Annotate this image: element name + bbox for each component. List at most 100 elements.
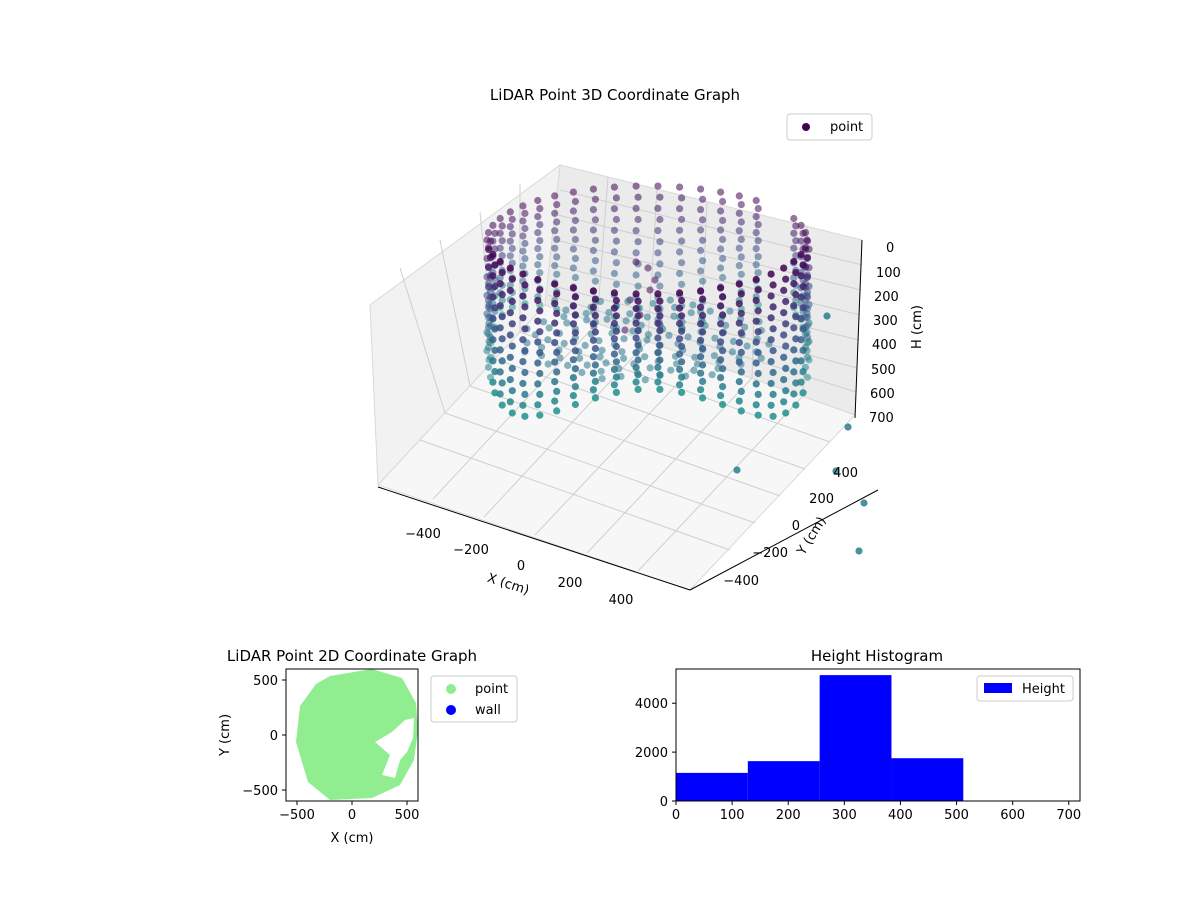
lidar-point bbox=[699, 236, 707, 244]
lidar-point bbox=[754, 390, 762, 398]
lidar-point bbox=[717, 356, 725, 364]
lidar-point bbox=[646, 286, 654, 294]
lidar-point bbox=[782, 409, 790, 417]
lidar-point bbox=[610, 304, 619, 312]
lidar-point bbox=[769, 390, 777, 398]
lidar-point bbox=[603, 315, 611, 323]
lidar-point bbox=[752, 380, 760, 388]
x-tick-label: 0 bbox=[517, 559, 525, 574]
lidar-point bbox=[665, 331, 673, 339]
lidar-point bbox=[767, 358, 775, 366]
lidar-point bbox=[508, 244, 516, 253]
lidar-point bbox=[737, 253, 745, 261]
lidar-point bbox=[489, 378, 497, 386]
lidar-point bbox=[710, 352, 719, 360]
lidar-point bbox=[769, 412, 777, 420]
lidar-point bbox=[551, 339, 559, 347]
lidar-point bbox=[629, 327, 637, 335]
lidar-point bbox=[536, 411, 544, 419]
chart-2d: LiDAR Point 2D Coordinate Graph −500 0 5… bbox=[218, 647, 518, 846]
lidar-point bbox=[534, 275, 542, 284]
lidar-point bbox=[484, 363, 493, 371]
lidar-point bbox=[697, 185, 705, 193]
lidar-point bbox=[536, 307, 544, 315]
x-tick-label: −400 bbox=[405, 527, 441, 542]
lidar-point bbox=[553, 309, 561, 317]
lidar-point bbox=[551, 397, 559, 405]
z-axis-label: H (cm) bbox=[910, 305, 925, 349]
histogram-title: Height Histogram bbox=[811, 647, 943, 665]
lidar-point bbox=[591, 295, 600, 303]
lidar-point bbox=[632, 271, 640, 279]
lidar-point bbox=[536, 328, 544, 336]
y-tick-label: −400 bbox=[723, 574, 759, 589]
lidar-point bbox=[521, 412, 529, 420]
lidar-point bbox=[498, 379, 506, 387]
lidar-point bbox=[536, 269, 544, 277]
lidar-point bbox=[790, 214, 798, 223]
lidar-point bbox=[591, 361, 600, 369]
lidar-point bbox=[583, 316, 591, 324]
lidar-point bbox=[571, 347, 580, 355]
lidar-point bbox=[498, 291, 506, 299]
lidar-point bbox=[676, 335, 684, 343]
x-tick-label: 300 bbox=[832, 808, 857, 823]
lidar-point bbox=[697, 206, 705, 214]
lidar-point bbox=[569, 374, 578, 382]
lidar-point bbox=[670, 312, 678, 320]
lidar-point bbox=[754, 253, 762, 261]
z-tick-label: 500 bbox=[871, 363, 896, 378]
lidar-point bbox=[496, 302, 504, 310]
lidar-point bbox=[519, 401, 527, 409]
lidar-point bbox=[634, 282, 642, 290]
lidar-point bbox=[536, 237, 544, 245]
y-tick-label: 4000 bbox=[635, 697, 668, 712]
lidar-point bbox=[576, 354, 584, 362]
lidar-point bbox=[589, 353, 598, 361]
lidar-point bbox=[536, 221, 544, 229]
lidar-point bbox=[678, 280, 686, 288]
lidar-point bbox=[536, 286, 544, 294]
lidar-point bbox=[752, 275, 760, 284]
lidar-point bbox=[632, 305, 640, 313]
lidar-point bbox=[780, 398, 788, 406]
lidar-point bbox=[754, 221, 762, 229]
lidar-point bbox=[591, 236, 600, 244]
lidar-point bbox=[610, 183, 619, 191]
lidar-point bbox=[735, 244, 743, 252]
lidar-point bbox=[534, 196, 542, 205]
lidar-point bbox=[506, 398, 514, 406]
lidar-point bbox=[752, 338, 760, 346]
lidar-point bbox=[799, 261, 807, 269]
lidar-point bbox=[790, 257, 798, 266]
x-tick-label: −500 bbox=[279, 808, 315, 823]
lidar-point bbox=[780, 286, 788, 294]
lidar-point bbox=[790, 280, 798, 288]
lidar-point bbox=[769, 347, 777, 355]
z-tick-label: 700 bbox=[869, 411, 894, 426]
lidar-point bbox=[605, 308, 613, 317]
lidar-point bbox=[545, 324, 553, 332]
lidar-point bbox=[598, 346, 606, 354]
lidar-point bbox=[754, 269, 762, 277]
lidar-point bbox=[752, 296, 760, 304]
x-tick-label: 700 bbox=[1056, 808, 1081, 823]
lidar-point bbox=[678, 259, 686, 267]
lidar-point bbox=[519, 247, 527, 255]
lidar-point bbox=[626, 310, 634, 318]
lidar-point bbox=[519, 379, 527, 388]
lidar-point bbox=[591, 312, 600, 320]
lidar-point bbox=[569, 338, 578, 346]
lidar-point bbox=[684, 333, 692, 341]
lidar-point bbox=[553, 253, 561, 261]
lidar-point bbox=[544, 336, 552, 344]
lidar-point bbox=[484, 343, 493, 351]
lidar-point bbox=[508, 215, 516, 223]
lidar-point bbox=[571, 293, 580, 301]
lidar-point bbox=[737, 407, 745, 415]
lidar-point bbox=[782, 342, 790, 350]
lidar-point bbox=[769, 303, 777, 311]
lidar-point bbox=[551, 319, 559, 327]
lidar-point bbox=[678, 312, 686, 320]
lidar-point bbox=[498, 252, 506, 260]
